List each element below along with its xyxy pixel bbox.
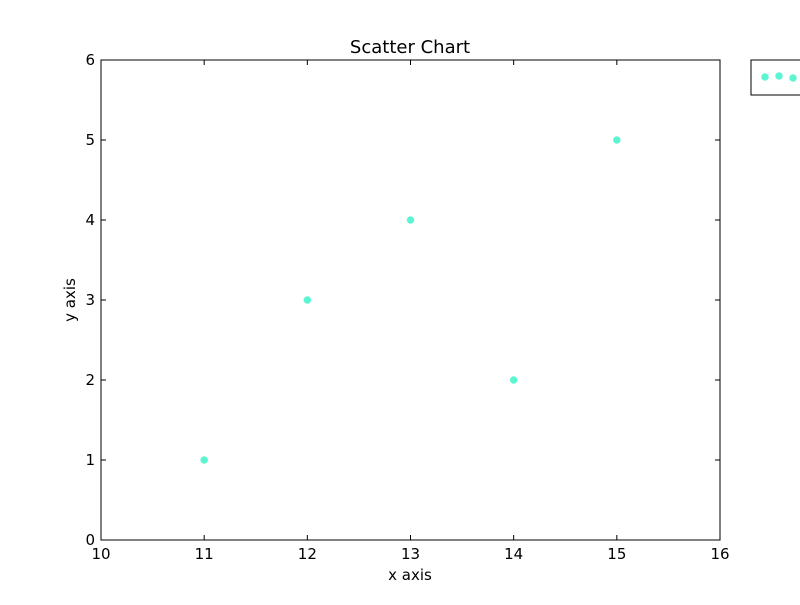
x-tick-label: 14: [504, 545, 523, 563]
x-tick-label: 16: [710, 545, 729, 563]
x-tick-label: 12: [298, 545, 317, 563]
x-tick-label: 10: [91, 545, 110, 563]
legend-marker: [775, 72, 783, 80]
legend-marker: [789, 74, 797, 82]
legend-marker: [761, 73, 769, 81]
x-axis-label: x axis: [388, 566, 432, 584]
scatter-point: [200, 456, 208, 464]
scatter-point: [613, 136, 621, 144]
scatter-point: [303, 296, 312, 304]
y-tick-label: 0: [85, 531, 95, 549]
legend-markers: [761, 72, 797, 82]
axis-ticks: [100, 59, 721, 541]
y-tick-label: 3: [85, 291, 95, 309]
plot-area-frame: [100, 59, 721, 541]
x-tick-label: 15: [607, 545, 626, 563]
x-tick-label: 13: [401, 545, 420, 563]
y-tick-label: 6: [85, 51, 95, 69]
y-tick-label: 4: [85, 211, 95, 229]
chart-title: Scatter Chart: [350, 37, 470, 58]
scatter-point: [509, 376, 518, 384]
scatter-point: [406, 216, 415, 224]
y-tick-label: 2: [85, 371, 95, 389]
y-tick-label: 1: [85, 451, 95, 469]
x-tick-label: 11: [195, 545, 214, 563]
y-axis-label: y axis: [61, 278, 79, 322]
y-tick-label: 5: [85, 131, 95, 149]
legend: [750, 59, 800, 96]
data-points: [200, 136, 621, 464]
